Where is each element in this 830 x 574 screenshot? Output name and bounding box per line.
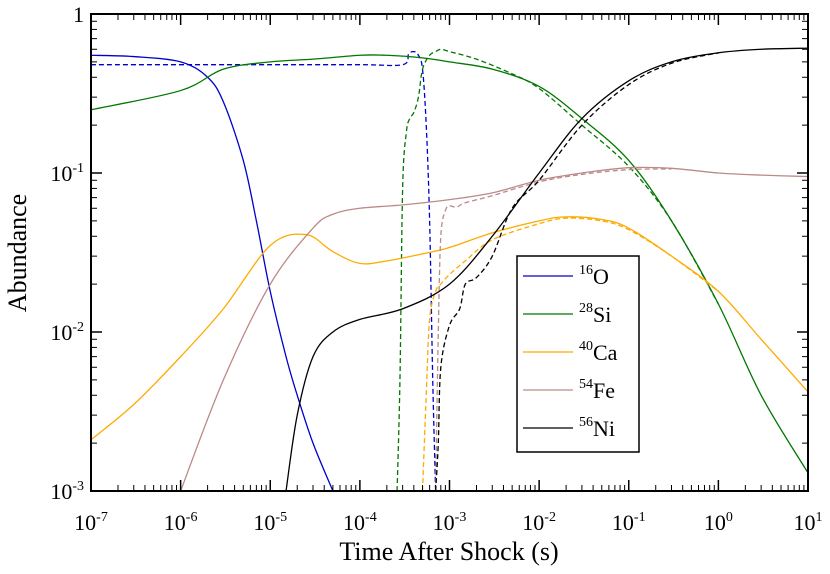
x-tick-label-exponent: -4 [365,510,377,525]
x-tick-label-base: 10 [704,510,726,535]
series-line-ni [285,47,808,491]
x-tick-label: 10-4 [343,510,377,535]
legend-element: Ca [593,340,618,365]
series-line-ni-dashed [434,52,719,491]
series-line-o [91,54,334,491]
x-tick-label-base: 10 [164,510,186,535]
x-tick-label-base: 10 [74,510,96,535]
axis-tick-labels: 10-7 10-6 10-5 10-4 10-3 10-2 10-1 100 101110-11… [50,2,822,535]
x-tick-label-base: 10 [794,510,816,535]
series-line-si [91,54,808,474]
legend-mass-number: 40 [579,339,593,354]
x-tick-label: 100 [704,510,733,535]
x-tick-label: 10-2 [522,510,556,535]
y-tick-label-exponent: -2 [72,320,84,335]
series-layer [91,47,808,491]
x-tick-label: 10-7 [74,510,108,535]
series-line-fe-dashed [434,168,672,491]
y-tick-label: 10-1 [50,161,84,186]
legend-box [516,255,640,453]
x-tick-label-exponent: -3 [455,510,467,525]
y-tick-label: 10-3 [50,479,84,504]
series-line-ca-dashed [421,217,719,491]
y-tick-label-base: 10 [50,479,72,504]
legend-mass-number: 28 [579,301,593,316]
y-tick-label-exponent: -1 [72,161,84,176]
legend-label: 28Si [579,301,611,327]
legend-mass-number: 16 [579,263,593,278]
x-tick-label-exponent: -1 [634,510,646,525]
legend-mass-number: 54 [579,377,593,392]
x-tick-label-exponent: -2 [544,510,556,525]
series-line-ca [91,216,808,441]
y-axis-title: Abundance [3,194,32,312]
axis-ticks [90,13,809,492]
x-tick-label-base: 10 [433,510,455,535]
x-tick-label-exponent: -6 [186,510,198,525]
plot-frame [90,13,809,492]
legend-element: Fe [593,378,615,403]
x-tick-label-exponent: 1 [816,510,823,525]
x-tick-label: 10-6 [164,510,198,535]
legend-element: Si [593,302,611,327]
x-tick-label: 10-1 [612,510,646,535]
series-line-o-dashed [91,50,437,491]
legend-label: 56Ni [579,415,615,441]
x-tick-label-base: 10 [253,510,275,535]
legend-mass-number: 56 [579,415,593,430]
x-tick-label: 10-3 [433,510,467,535]
x-tick-label-base: 10 [343,510,365,535]
y-tick-label-exponent: -3 [72,479,84,494]
x-axis-title: Time After Shock (s) [339,537,558,566]
y-tick-label: 1 [73,2,84,27]
x-tick-label: 10-5 [253,510,287,535]
x-tick-label-exponent: -5 [275,510,287,525]
x-tick-label-exponent: -7 [96,510,108,525]
y-tick-label-base: 1 [73,2,84,27]
y-tick-label: 10-2 [50,320,84,345]
legend-label: 16O [579,263,609,289]
x-tick-label: 101 [794,510,823,535]
legend-element: Ni [593,416,615,441]
y-tick-label-base: 10 [50,320,72,345]
y-tick-label-base: 10 [50,161,72,186]
x-tick-label-base: 10 [522,510,544,535]
series-line-fe [180,166,808,491]
legend-element: O [593,264,609,289]
x-tick-label-exponent: 0 [726,510,733,525]
legend-label: 40Ca [579,339,618,365]
x-tick-label-base: 10 [612,510,634,535]
legend-label: 54Fe [579,377,615,403]
